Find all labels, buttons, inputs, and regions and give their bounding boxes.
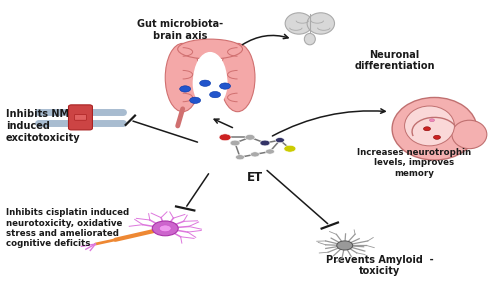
Text: ET: ET xyxy=(247,172,263,184)
Circle shape xyxy=(245,134,255,140)
Text: Inhibits NMDA-
induced
excitotoxicity: Inhibits NMDA- induced excitotoxicity xyxy=(6,109,88,142)
FancyBboxPatch shape xyxy=(74,114,86,120)
Circle shape xyxy=(219,134,231,141)
Circle shape xyxy=(230,140,240,146)
Text: Neuronal
differentiation: Neuronal differentiation xyxy=(354,50,435,71)
Circle shape xyxy=(250,152,260,157)
Circle shape xyxy=(434,135,440,139)
Text: Increases neurotrophin
levels, improves
memory: Increases neurotrophin levels, improves … xyxy=(358,148,472,178)
Ellipse shape xyxy=(285,13,312,34)
FancyBboxPatch shape xyxy=(68,105,92,130)
Circle shape xyxy=(276,138,284,143)
Ellipse shape xyxy=(193,52,227,109)
Ellipse shape xyxy=(392,98,477,160)
Circle shape xyxy=(210,92,220,98)
Circle shape xyxy=(337,241,352,250)
Ellipse shape xyxy=(178,39,242,59)
Ellipse shape xyxy=(404,106,454,146)
Circle shape xyxy=(220,83,230,89)
Circle shape xyxy=(284,145,296,152)
Circle shape xyxy=(424,127,430,131)
Circle shape xyxy=(152,221,178,236)
Circle shape xyxy=(266,149,274,154)
Circle shape xyxy=(260,140,270,146)
Ellipse shape xyxy=(165,43,200,112)
Circle shape xyxy=(160,225,171,232)
Ellipse shape xyxy=(452,120,487,149)
Ellipse shape xyxy=(304,33,316,45)
Circle shape xyxy=(200,80,210,86)
Ellipse shape xyxy=(220,43,255,112)
Ellipse shape xyxy=(192,57,228,109)
Text: Prevents Amyloid  -
toxicity: Prevents Amyloid - toxicity xyxy=(326,255,434,276)
Circle shape xyxy=(430,119,434,122)
Circle shape xyxy=(236,155,244,160)
Circle shape xyxy=(180,86,190,92)
Circle shape xyxy=(190,97,200,104)
Text: Gut microbiota-
brain axis: Gut microbiota- brain axis xyxy=(137,19,224,41)
Text: Inhibits cisplatin induced
neurotoxicity, oxidative
stress and ameliorated
cogni: Inhibits cisplatin induced neurotoxicity… xyxy=(6,208,129,249)
Ellipse shape xyxy=(307,13,334,34)
